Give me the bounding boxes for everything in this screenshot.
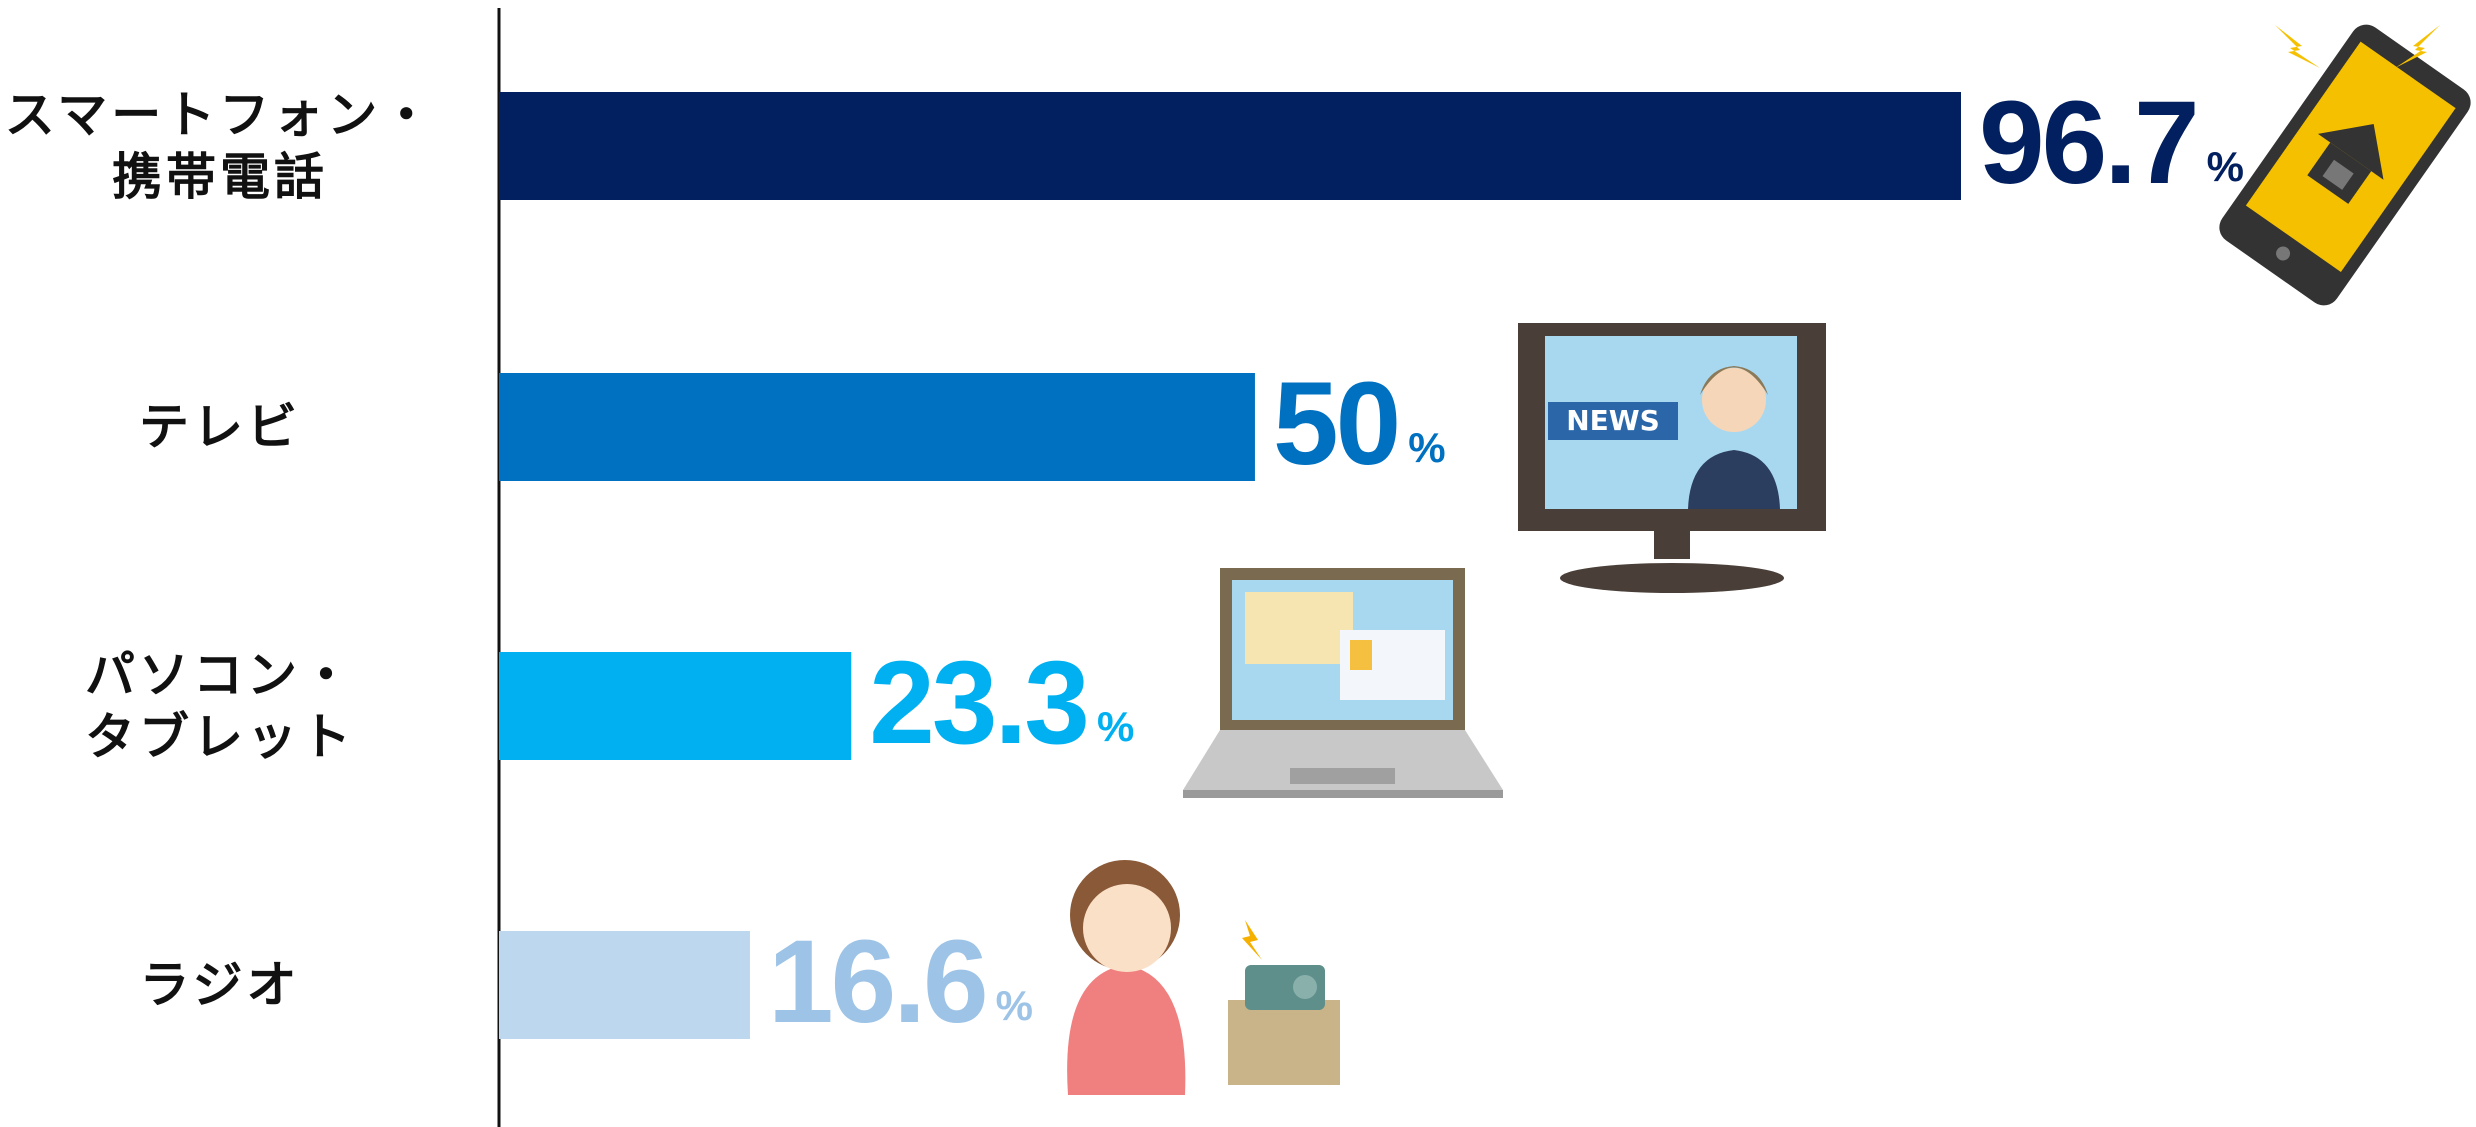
category-label: パソコン・ タブレット	[85, 646, 355, 766]
category-label: ラジオ	[139, 956, 301, 1014]
value-label: 96.7%	[1979, 77, 2244, 209]
laptop-illustration	[1183, 568, 1503, 798]
phone-illustration	[2219, 24, 2471, 306]
value-label: 50%	[1273, 358, 1445, 490]
radio-illustration	[1067, 860, 1340, 1095]
bar	[499, 931, 750, 1039]
alert-spark	[2395, 25, 2440, 68]
value-label: 16.6%	[768, 916, 1033, 1048]
tv-illustration: NEWS	[1518, 323, 1826, 593]
value-label: 23.3%	[869, 637, 1134, 769]
category-label: テレビ	[139, 398, 301, 456]
category-label: スマートフォン・ 携帯電話	[4, 86, 436, 206]
bar	[499, 92, 1961, 200]
news-text: NEWS	[1566, 404, 1660, 437]
alert-spark	[2275, 25, 2320, 68]
bar	[499, 373, 1255, 481]
bar	[499, 652, 852, 760]
